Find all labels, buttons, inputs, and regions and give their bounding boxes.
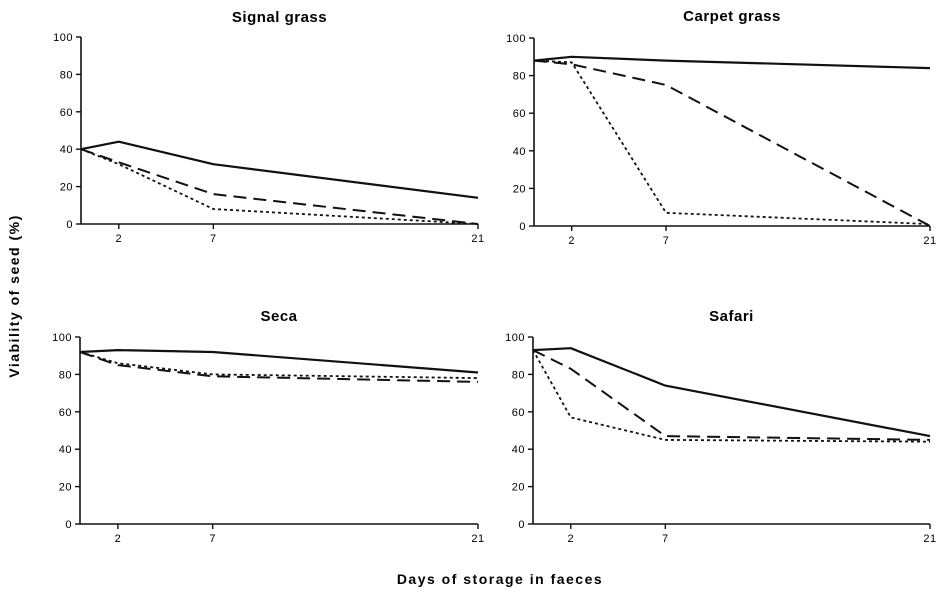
series-line-solid — [79, 349, 479, 374]
x-tick-label: 7 — [209, 533, 216, 545]
series-line-dotted — [80, 148, 479, 225]
y-tick-label: 60 — [513, 108, 526, 120]
y-axis-title: Viability of seed (%) — [6, 214, 22, 378]
x-tick-label: 7 — [210, 233, 217, 245]
x-tick-label: 2 — [115, 233, 122, 245]
x-tick-label: 21 — [471, 533, 484, 545]
panel-signal-grass: Signal grass 0 20 40 60 80 100 2 7 21 — [53, 9, 484, 245]
series-line-dashed — [533, 59, 931, 227]
y-tick-label: 0 — [66, 219, 73, 231]
y-tick-label: 60 — [60, 107, 73, 119]
y-tick-label: 20 — [60, 182, 73, 194]
panel-title: Carpet grass — [683, 8, 781, 25]
x-tick-label: 21 — [923, 533, 936, 545]
y-tick-label: 80 — [59, 369, 72, 381]
x-axis-title: Days of storage in faeces — [397, 571, 603, 587]
y-tick-label: 100 — [505, 332, 525, 344]
x-tick-label: 21 — [471, 233, 484, 245]
series-line-dashed — [532, 349, 931, 441]
y-tick-label: 80 — [513, 71, 526, 83]
y-tick-label: 40 — [513, 146, 526, 158]
series-line-solid — [80, 140, 479, 199]
series-line-dotted — [533, 59, 931, 225]
y-tick-label: 100 — [506, 33, 526, 45]
y-tick-label: 0 — [519, 221, 526, 233]
panel-safari: Safari 0 20 40 60 80 100 2 7 21 — [505, 308, 936, 545]
x-tick-label: 2 — [115, 533, 122, 545]
y-tick-label: 40 — [60, 144, 73, 156]
y-tick-label: 40 — [59, 444, 72, 456]
y-tick-label: 0 — [65, 519, 72, 531]
y-tick-label: 20 — [512, 482, 525, 494]
panel-seca: Seca 0 20 40 60 80 100 2 7 21 — [52, 308, 484, 545]
y-tick-label: 40 — [512, 444, 525, 456]
y-tick-label: 80 — [512, 369, 525, 381]
series-line-dashed — [79, 351, 479, 383]
series-line-dotted — [532, 349, 931, 443]
y-tick-label: 100 — [53, 32, 73, 44]
y-tick-label: 80 — [60, 69, 73, 81]
y-tick-label: 60 — [59, 407, 72, 419]
series-line-solid — [533, 55, 931, 70]
panel-title: Seca — [260, 308, 297, 325]
y-tick-label: 60 — [512, 407, 525, 419]
x-tick-label: 7 — [663, 235, 670, 247]
y-tick-label: 20 — [513, 183, 526, 195]
x-tick-label: 7 — [662, 533, 669, 545]
series-line-dotted — [79, 351, 479, 379]
x-tick-label: 21 — [923, 235, 936, 247]
y-tick-label: 100 — [52, 332, 72, 344]
y-tick-label: 20 — [59, 482, 72, 494]
panel-title: Signal grass — [232, 9, 327, 26]
x-tick-label: 2 — [567, 533, 574, 545]
series-line-solid — [532, 347, 931, 438]
panel-title: Safari — [709, 308, 754, 325]
x-tick-label: 2 — [568, 235, 575, 247]
y-tick-label: 0 — [518, 519, 525, 531]
panel-carpet-grass: Carpet grass 0 20 40 60 80 100 2 7 21 — [506, 8, 936, 247]
